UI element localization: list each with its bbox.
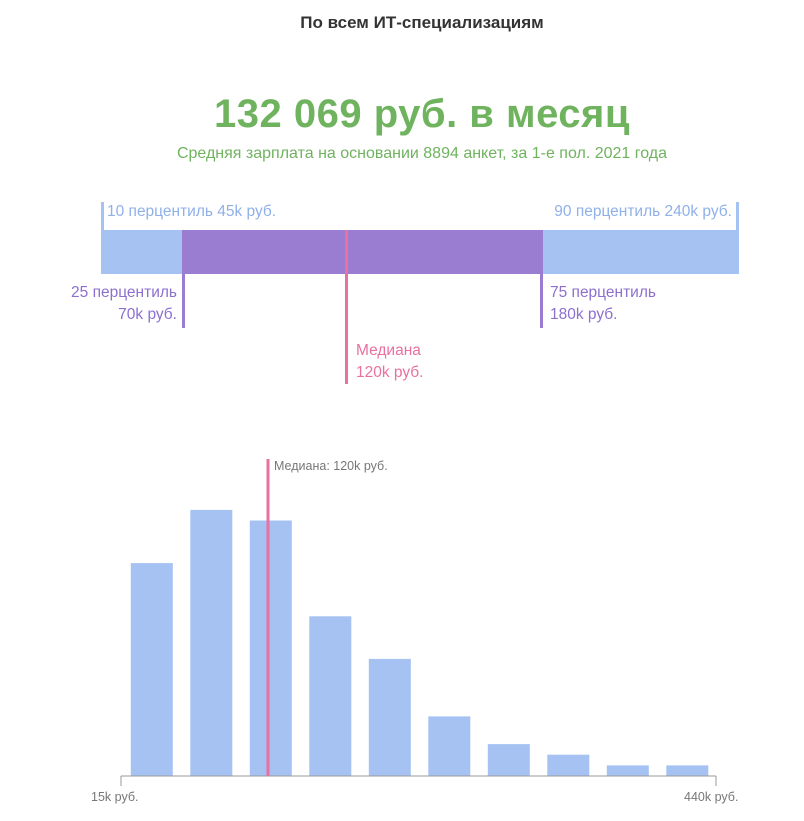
- p75-label-title: 75 перцентиль: [550, 284, 656, 301]
- page-title: По всем ИТ-специализациям: [300, 13, 544, 32]
- p90-label: 90 перцентиль 240k руб.: [554, 203, 732, 220]
- p10-tick: [101, 202, 104, 230]
- x-axis-min-label: 15k руб.: [91, 790, 139, 804]
- histogram-bar: [606, 765, 649, 776]
- p25-label-title: 25 перцентиль: [71, 284, 177, 301]
- p10-label: 10 перцентиль 45k руб.: [107, 203, 277, 220]
- histogram-bar: [666, 765, 709, 776]
- p90-tick: [736, 202, 739, 230]
- median-tick: [345, 230, 348, 384]
- p25-label: 25 перцентиль 70k руб.: [71, 282, 177, 326]
- average-salary: 132 069 руб. в месяц: [214, 92, 630, 136]
- median-label-title: Медиана: [356, 342, 421, 359]
- histogram-bar: [547, 754, 590, 776]
- histogram-median-label: Медиана: 120k руб.: [274, 459, 388, 473]
- histogram-bar: [428, 716, 471, 776]
- histogram-bar: [368, 658, 411, 776]
- histogram-bar: [487, 744, 530, 776]
- p75-label: 75 перцентиль 180k руб.: [550, 282, 656, 326]
- histogram-bar: [249, 520, 292, 776]
- histogram-bar: [130, 563, 173, 776]
- salary-subtitle: Средняя зарплата на основании 8894 анкет…: [176, 145, 668, 162]
- p25-label-value: 70k руб.: [118, 306, 177, 323]
- p25-p75-range: [182, 230, 542, 274]
- median-label-value: 120k руб.: [356, 364, 424, 381]
- histogram-bar: [309, 616, 352, 776]
- p75-label-value: 180k руб.: [550, 306, 618, 323]
- p75-tick: [540, 230, 543, 328]
- p25-tick: [182, 230, 185, 328]
- x-axis-max-label: 440k руб.: [684, 790, 739, 804]
- median-label: Медиана 120k руб.: [356, 340, 423, 384]
- histogram-bar: [190, 509, 233, 776]
